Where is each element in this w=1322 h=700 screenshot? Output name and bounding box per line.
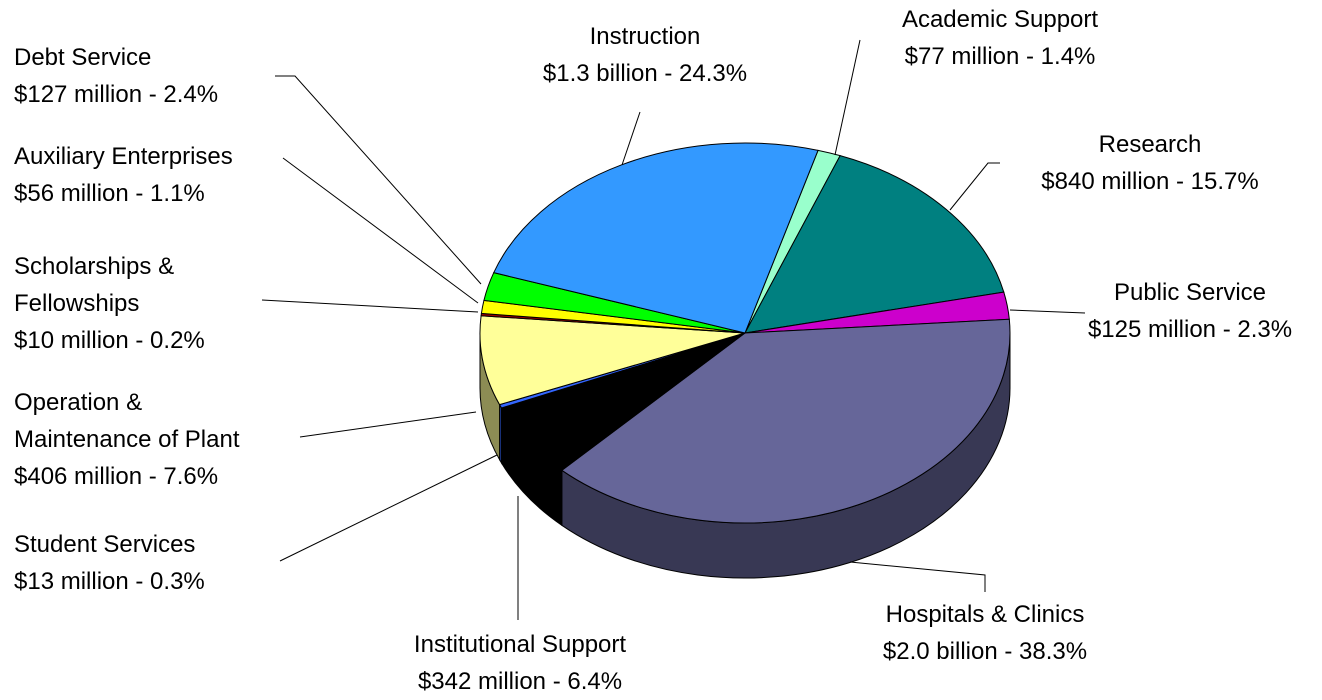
slice [479,315,746,406]
leader-line [949,162,1000,211]
label-name: Operation & Maintenance of Plant [14,389,240,453]
leader-line [621,111,641,166]
leader-line [299,411,477,438]
slice-label: Instruction $1.3 billion - 24.3% [543,18,747,92]
leader-line [282,157,479,304]
label-name: Student Services [14,531,196,558]
label-name: Hospitals & Clinics [885,601,1085,628]
slice [560,318,1011,524]
label-name: Institutional Support [413,631,627,658]
label-value: $77 million - 1.4% [904,43,1096,70]
label-value: $13 million - 0.3% [14,568,205,595]
slice-label: Academic Support $77 million - 1.4% [902,1,1098,75]
slice-label: Public Service $125 million - 2.3% [1088,274,1292,348]
label-name: Public Service [1113,279,1267,306]
slice-label: Auxiliary Enterprises $56 million - 1.1% [14,138,233,212]
leader-line [834,39,861,156]
label-value: $56 million - 1.1% [14,180,205,207]
slice-label: Institutional Support $342 million - 6.4% [414,626,626,700]
slice-label: Operation & Maintenance of Plant $406 mil… [14,384,239,495]
label-name: Research [1098,131,1202,158]
slice-label: Hospitals & Clinics $2.0 billion - 38.3% [883,596,1087,670]
label-value: $342 million - 6.4% [417,668,623,695]
label-value: $125 million - 2.3% [1087,316,1293,343]
label-value: $840 million - 15.7% [1041,168,1259,195]
leader-line [275,75,482,285]
slice-label: Scholarships & Fellowships $10 million - … [14,248,205,359]
slice-label: Research $840 million - 15.7% [1041,126,1258,200]
slice-label: Debt Service $127 million - 2.4% [14,39,218,113]
label-value: $1.3 billion - 24.3% [542,60,748,87]
label-value: $2.0 billion - 38.3% [882,638,1088,665]
label-name: Auxiliary Enterprises [14,143,233,170]
label-value: $10 million - 0.2% [14,327,205,354]
label-value: $406 million - 7.6% [14,463,219,490]
leader-line [261,299,479,313]
label-value: $127 million - 2.4% [14,81,219,108]
slice [744,155,1005,334]
leader-line [1009,309,1086,314]
leader-line [849,561,986,592]
label-name: Debt Service [14,44,152,71]
label-name: Instruction [589,23,701,50]
slice-label: Student Services $13 million - 0.3% [14,526,205,600]
label-name: Academic Support [901,6,1099,33]
leader-line [279,454,498,562]
label-name: Scholarships & Fellowships [14,253,175,317]
